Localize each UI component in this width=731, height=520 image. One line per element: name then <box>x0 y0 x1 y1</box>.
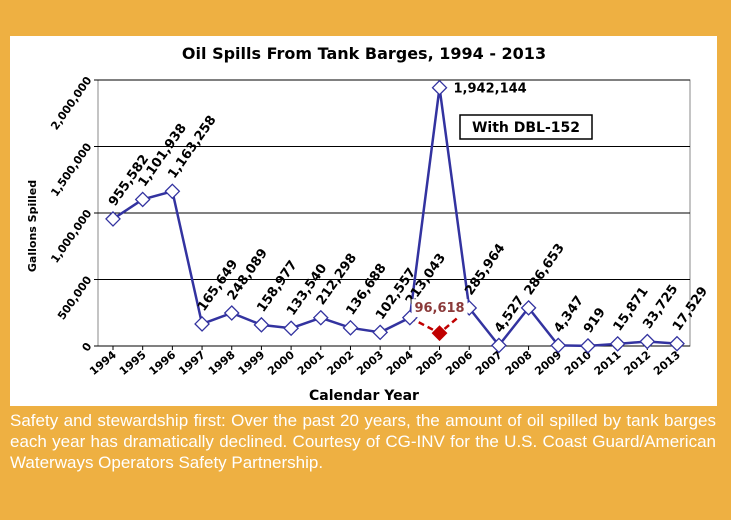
x-tick-label: 2013 <box>651 348 683 378</box>
x-tick-label: 1995 <box>117 348 149 378</box>
data-point <box>372 324 389 341</box>
data-point <box>194 316 210 332</box>
data-point <box>580 337 596 354</box>
data-point <box>283 320 300 337</box>
data-point <box>223 305 240 321</box>
data-label: 1,942,144 <box>454 82 527 97</box>
data-label: 4,347 <box>551 293 587 335</box>
data-point <box>520 299 537 316</box>
data-point <box>312 309 329 326</box>
data-point <box>164 183 181 200</box>
x-tick-label: 2011 <box>592 348 624 378</box>
y-tick-label: 1,000,000 <box>48 207 94 265</box>
chart-panel: Oil Spills From Tank Barges, 1994 - 2013… <box>10 36 717 406</box>
y-tick-label: 500,000 <box>55 273 95 322</box>
data-point <box>342 319 359 336</box>
x-tick-label: 1996 <box>146 348 178 378</box>
data-point <box>609 335 626 352</box>
data-label: 286,653 <box>522 241 568 298</box>
y-tick-label: 1,500,000 <box>48 140 94 198</box>
y-tick-label: 2,000,000 <box>48 74 94 132</box>
data-point <box>253 316 270 333</box>
data-point <box>105 210 121 227</box>
x-tick-label: 2005 <box>414 348 446 378</box>
data-point <box>431 79 448 96</box>
chart-title: Oil Spills From Tank Barges, 1994 - 2013 <box>182 44 546 63</box>
x-tick-label: 2000 <box>265 348 297 378</box>
x-tick-label: 1997 <box>176 348 208 378</box>
data-point <box>134 191 151 208</box>
data-point <box>490 337 507 354</box>
x-tick-label: 2008 <box>503 348 535 378</box>
y-tick-label: 0 <box>79 340 94 354</box>
x-axis-title: Calendar Year <box>309 388 419 404</box>
x-tick-label: 1999 <box>236 348 268 378</box>
data-label: 919 <box>581 305 609 336</box>
x-tick-label: 2001 <box>295 348 327 378</box>
x-tick-label: 2009 <box>532 348 564 378</box>
x-tick-label: 2012 <box>621 348 653 378</box>
caption: Safety and stewardship first: Over the p… <box>10 411 716 472</box>
data-point <box>669 335 685 352</box>
x-tick-label: 2007 <box>473 348 505 378</box>
x-tick-label: 2006 <box>443 348 475 378</box>
data-point <box>639 333 656 350</box>
x-tick-label: 2003 <box>354 348 386 378</box>
data-point <box>431 325 448 342</box>
data-label: 96,618 <box>414 301 464 316</box>
x-tick-label: 1994 <box>87 348 119 378</box>
x-tick-label: 2004 <box>384 348 416 378</box>
x-tick-label: 2002 <box>325 348 357 378</box>
data-label: 285,964 <box>462 241 508 298</box>
annotation-box <box>459 114 593 140</box>
x-tick-label: 2010 <box>562 348 594 378</box>
data-point <box>550 337 567 354</box>
chart: Oil Spills From Tank Barges, 1994 - 2013… <box>26 44 711 404</box>
y-axis-title: Gallons Spilled <box>26 180 39 272</box>
label-box <box>411 299 468 318</box>
x-tick-label: 1998 <box>206 348 238 378</box>
annotation: With DBL-152 <box>472 120 580 136</box>
